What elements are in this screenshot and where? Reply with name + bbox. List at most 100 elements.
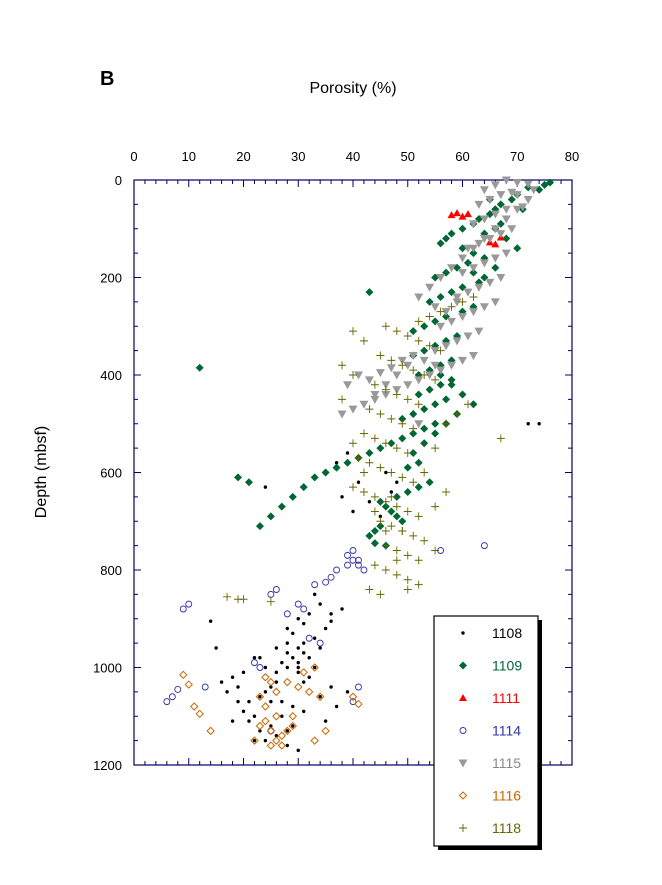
data-point-1109 xyxy=(431,419,440,428)
data-point-1111 xyxy=(491,240,500,248)
data-point-1116 xyxy=(255,721,265,731)
data-point-1118 xyxy=(392,327,401,336)
data-point-1115 xyxy=(468,352,478,360)
data-point-1114 xyxy=(272,586,280,593)
data-point-1115 xyxy=(436,322,446,331)
data-point-1115 xyxy=(474,283,484,292)
data-point-1118 xyxy=(392,556,401,565)
data-point-1115 xyxy=(496,191,506,200)
data-point-1108 xyxy=(312,592,317,597)
data-point-1115 xyxy=(485,196,495,204)
x-tick-label: 20 xyxy=(236,149,250,164)
data-point-1116 xyxy=(310,736,319,745)
data-point-1108 xyxy=(312,665,317,670)
data-point-1109 xyxy=(420,346,429,355)
x-tick-label: 40 xyxy=(346,149,360,164)
data-point-1118 xyxy=(403,551,412,560)
data-point-1118 xyxy=(376,590,385,599)
data-point-1108 xyxy=(312,636,317,640)
data-point-1115 xyxy=(501,249,511,258)
data-point-1114 xyxy=(344,561,351,569)
data-point-1114 xyxy=(355,561,362,569)
legend-label-1111: 1111 xyxy=(492,690,520,706)
data-point-1109 xyxy=(447,229,456,238)
data-point-1115 xyxy=(353,371,363,380)
y-tick-label: 800 xyxy=(100,563,122,578)
data-point-1118 xyxy=(387,492,396,501)
data-point-1116 xyxy=(310,663,319,672)
data-point-1108 xyxy=(280,714,284,718)
data-point-1114 xyxy=(294,600,302,608)
data-point-1116 xyxy=(315,692,325,701)
data-point-1118 xyxy=(442,488,451,496)
data-point-1115 xyxy=(490,181,500,190)
data-point-1114 xyxy=(344,551,351,559)
data-point-1108 xyxy=(307,675,311,679)
series-1118 xyxy=(223,293,505,606)
data-point-1108 xyxy=(263,738,268,743)
data-point-1109 xyxy=(365,288,374,297)
data-point-1109 xyxy=(392,512,401,521)
data-point-1109 xyxy=(420,439,429,448)
data-point-1108 xyxy=(329,619,333,623)
data-point-1108 xyxy=(285,641,289,645)
data-point-1116 xyxy=(261,716,270,726)
data-point-1118 xyxy=(370,380,379,389)
data-point-1109 xyxy=(195,363,204,372)
data-point-1109 xyxy=(513,244,522,253)
data-point-1115 xyxy=(425,283,435,292)
data-point-1109 xyxy=(469,268,478,277)
data-point-1108 xyxy=(263,665,268,670)
x-tick-label: 70 xyxy=(510,149,524,164)
data-point-1115 xyxy=(441,308,451,317)
data-point-1109 xyxy=(277,502,286,511)
data-point-1115 xyxy=(458,356,467,365)
data-point-1118 xyxy=(349,439,357,448)
data-point-1109 xyxy=(469,400,478,409)
legend-label-1114: 1114 xyxy=(492,723,521,739)
data-point-1118 xyxy=(463,400,472,409)
x-tick-label: 30 xyxy=(291,149,305,164)
data-point-1109 xyxy=(403,463,412,472)
y-tick-label: 400 xyxy=(100,368,122,383)
data-point-1109 xyxy=(414,390,423,399)
data-point-1115 xyxy=(370,395,380,404)
data-point-1109 xyxy=(447,380,456,389)
data-point-1115 xyxy=(507,188,517,197)
data-point-1115 xyxy=(463,288,473,297)
data-point-1115 xyxy=(441,342,451,351)
data-point-1108 xyxy=(318,646,322,650)
data-point-1114 xyxy=(201,683,209,691)
data-point-1116 xyxy=(266,726,276,736)
data-point-1115 xyxy=(364,376,374,385)
data-point-1108 xyxy=(236,699,240,704)
data-point-1118 xyxy=(469,293,478,301)
data-point-1115 xyxy=(430,347,440,356)
data-point-1109 xyxy=(234,473,243,482)
data-point-1116 xyxy=(272,736,281,745)
data-point-1118 xyxy=(403,395,412,404)
y-axis-title: Depth (mbsf) xyxy=(33,426,50,518)
data-point-1108 xyxy=(526,422,530,426)
data-point-1118 xyxy=(381,385,390,394)
legend-marker-1111 xyxy=(459,694,467,701)
data-point-1118 xyxy=(392,570,401,579)
legend-marker-1115 xyxy=(458,759,468,768)
data-point-1118 xyxy=(403,507,412,516)
data-point-1116 xyxy=(283,726,292,736)
data-point-1109 xyxy=(436,239,445,248)
data-point-1114 xyxy=(305,634,313,642)
x-tick-label: 10 xyxy=(182,149,196,164)
data-point-1115 xyxy=(463,332,473,341)
data-point-1109 xyxy=(365,449,374,457)
data-point-1108 xyxy=(208,619,213,623)
data-point-1118 xyxy=(365,405,374,414)
legend-marker-1108 xyxy=(461,631,465,635)
data-point-1118 xyxy=(420,468,429,477)
data-point-1118 xyxy=(409,478,418,487)
data-point-1109 xyxy=(409,449,418,457)
data-point-1109 xyxy=(540,180,549,189)
data-point-1115 xyxy=(359,400,369,409)
data-point-1108 xyxy=(274,680,279,684)
data-point-1109 xyxy=(420,405,429,414)
